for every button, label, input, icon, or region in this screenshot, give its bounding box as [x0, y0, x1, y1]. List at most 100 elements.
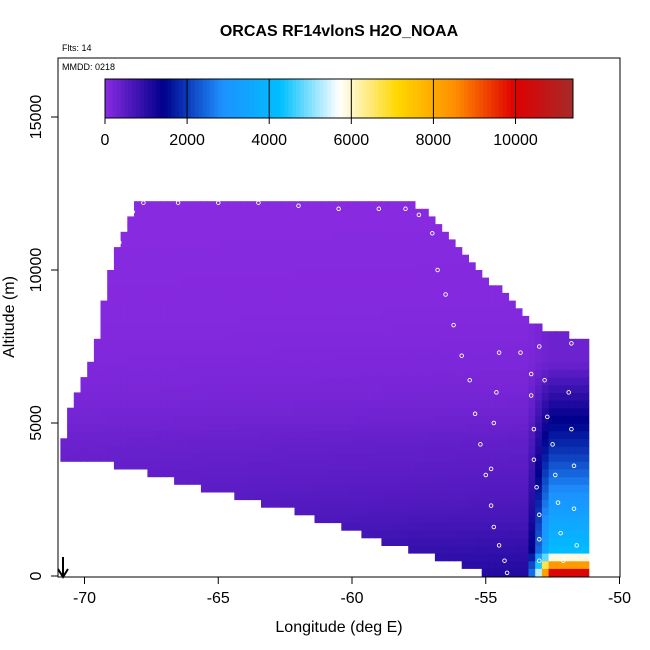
heatmap-cell	[354, 446, 362, 455]
heatmap-cell	[274, 346, 282, 355]
heatmap-cell	[475, 430, 483, 439]
heatmap-cell	[441, 346, 449, 355]
heatmap-cell	[314, 384, 322, 393]
heatmap-cell	[455, 476, 463, 485]
heatmap-cell	[515, 308, 523, 317]
heatmap-cell	[207, 377, 215, 386]
heatmap-cell	[521, 331, 530, 340]
heatmap-cell	[368, 392, 376, 401]
heatmap-cell	[174, 239, 182, 248]
heatmap-cell	[421, 484, 429, 493]
heatmap-cell	[187, 277, 195, 286]
heatmap-cell	[568, 369, 576, 378]
flight-track-point	[467, 377, 472, 383]
heatmap-cell	[354, 468, 362, 478]
heatmap-cell	[234, 277, 242, 286]
heatmap-cell	[468, 384, 476, 393]
colorbar-swatch	[229, 79, 235, 118]
colorbar-swatch	[479, 79, 484, 118]
heatmap-cell	[515, 530, 523, 539]
heatmap-cell	[515, 568, 523, 577]
heatmap-cell	[374, 453, 382, 462]
heatmap-cell	[200, 262, 209, 271]
heatmap-cell	[327, 430, 336, 439]
heatmap-cell	[200, 453, 209, 462]
heatmap-cell	[408, 201, 416, 210]
heatmap-cell	[247, 461, 255, 470]
heatmap-cell	[261, 308, 269, 317]
heatmap-cell	[301, 384, 309, 393]
heatmap-cell	[434, 254, 443, 263]
heatmap-cell	[160, 446, 168, 455]
heatmap-cell	[120, 323, 128, 332]
heatmap-cell	[174, 277, 182, 286]
colorbar-swatch	[456, 79, 461, 118]
heatmap-cell	[348, 254, 356, 263]
heatmap-cell	[167, 361, 175, 371]
heatmap-cell	[294, 323, 302, 332]
heatmap-cell	[294, 461, 302, 470]
heatmap-cell	[455, 392, 463, 401]
heatmap-cell	[341, 522, 349, 531]
heatmap-cell	[455, 262, 463, 271]
heatmap-cell	[194, 224, 202, 233]
heatmap-cell	[174, 461, 182, 470]
heatmap-cell	[301, 315, 309, 325]
heatmap-cell	[501, 499, 510, 508]
heatmap-cell	[475, 300, 483, 309]
heatmap-cell	[200, 292, 209, 302]
heatmap-cell	[374, 231, 382, 241]
heatmap-cell	[314, 323, 322, 332]
heatmap-cell	[214, 292, 222, 302]
heatmap-cell	[180, 331, 189, 340]
heatmap-cell	[421, 292, 429, 302]
heatmap-cell	[568, 338, 576, 348]
heatmap-cell	[327, 323, 336, 332]
heatmap-cell	[515, 384, 523, 393]
heatmap-cell	[468, 300, 476, 309]
colorbar-swatch	[413, 79, 418, 118]
heatmap-cell	[441, 231, 449, 241]
heatmap-cell	[388, 270, 396, 279]
heatmap-cell	[434, 384, 443, 393]
heatmap-cell	[301, 453, 309, 462]
heatmap-cell	[515, 438, 523, 447]
colorbar-swatch	[124, 79, 129, 118]
heatmap-cell	[368, 415, 376, 424]
heatmap-cell	[434, 499, 443, 508]
heatmap-cell	[341, 216, 349, 225]
heatmap-cell	[207, 254, 215, 263]
heatmap-cell	[368, 254, 376, 263]
heatmap-cell	[341, 476, 349, 485]
heatmap-cell	[274, 499, 282, 508]
heatmap-cell	[488, 292, 496, 302]
heatmap-cell	[408, 331, 416, 340]
heatmap-cell	[575, 568, 583, 577]
heatmap-cell	[495, 430, 503, 439]
heatmap-cell	[194, 438, 202, 447]
heatmap-cell	[234, 231, 242, 241]
heatmap-cell	[481, 423, 489, 432]
heatmap-cell	[455, 285, 463, 294]
heatmap-cell	[314, 415, 322, 424]
colorbar-swatch	[463, 79, 469, 118]
heatmap-cell	[154, 446, 162, 455]
heatmap-cell	[495, 514, 503, 524]
heatmap-cell	[354, 407, 362, 416]
heatmap-cell	[501, 377, 510, 386]
heatmap-cell	[488, 338, 496, 348]
heatmap-cell	[167, 407, 175, 416]
heatmap-cell	[220, 369, 229, 378]
heatmap-cell	[488, 545, 496, 554]
heatmap-cell	[207, 224, 215, 233]
heatmap-cell	[582, 568, 590, 577]
heatmap-cell	[548, 545, 556, 554]
heatmap-cell	[434, 407, 443, 416]
heatmap-cell	[568, 377, 576, 386]
heatmap-cell	[568, 354, 576, 363]
heatmap-cell	[535, 338, 543, 348]
heatmap-cell	[434, 491, 443, 501]
heatmap-cell	[261, 323, 269, 332]
heatmap-cell	[227, 438, 235, 447]
heatmap-cell	[575, 354, 583, 363]
